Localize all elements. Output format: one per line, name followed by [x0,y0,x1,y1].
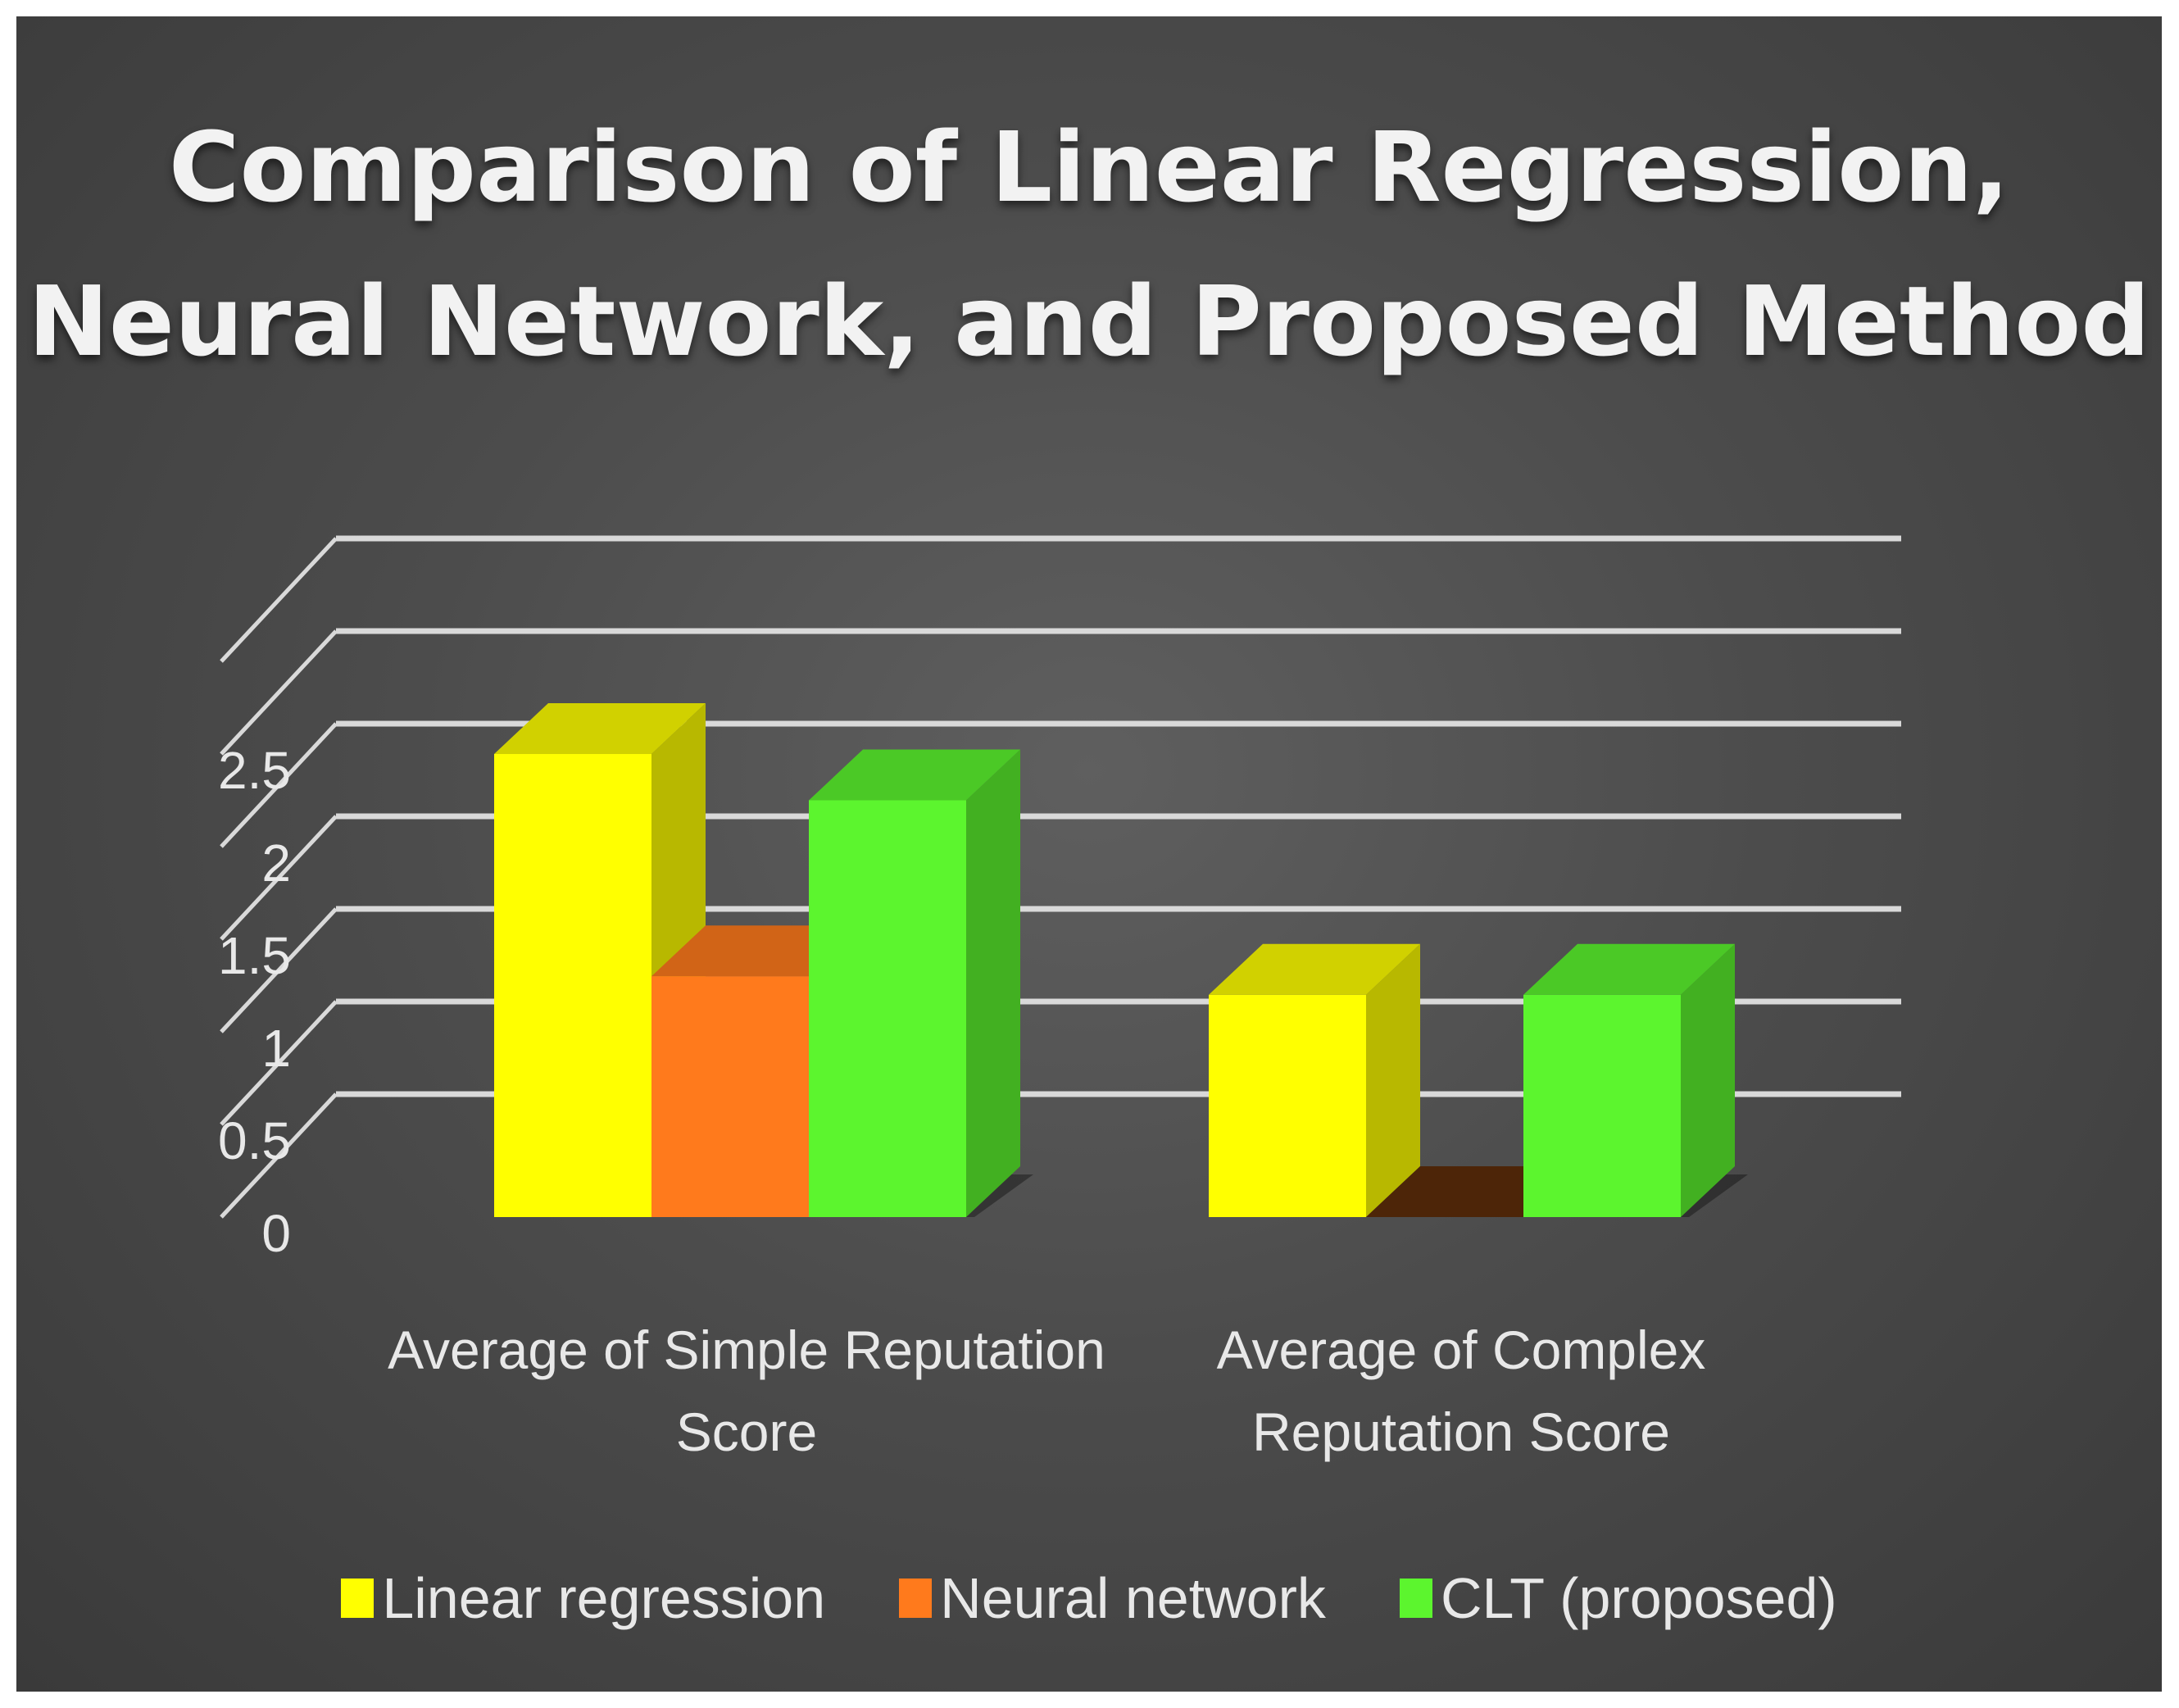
gridline-depth [220,1000,338,1126]
legend-swatch [1399,1579,1432,1618]
legend-item: CLT (proposed) [1399,1565,1837,1631]
gridline-depth [220,722,338,848]
gridline-depth [220,1092,338,1219]
legend-swatch [899,1579,933,1618]
bar-front [651,976,809,1217]
bar-top [809,749,1020,801]
bar-top [1209,943,1420,995]
gridline-depth [220,815,338,941]
y-tick-label: 2 [261,834,291,893]
y-tick-label: 1 [261,1019,291,1078]
legend: Linear regression Neural network CLT (prop… [16,1565,2162,1631]
gridline-depth [220,907,338,1033]
category-labels: Average of Simple Reputation Score Average… [388,1320,1705,1462]
bar-front [494,754,651,1217]
y-tick-label: 2.5 [218,741,291,800]
legend-label: Linear regression [382,1566,826,1630]
gridline-depth [220,629,338,756]
bar-side [966,749,1020,1217]
category-label: Reputation Score [1252,1401,1670,1462]
chart-frame: Comparison of Linear Regression, Neural … [16,16,2162,1692]
y-tick-label: 0 [261,1204,291,1263]
y-tick-label: 0.5 [218,1111,291,1170]
bar-side [1366,943,1420,1217]
legend-label: Neural network [940,1566,1326,1630]
y-tick-label: 1.5 [218,926,291,985]
legend-swatch [341,1579,375,1618]
category-label: Average of Simple Reputation [388,1320,1105,1380]
legend-label: CLT (proposed) [1440,1566,1837,1630]
legend-item: Neural network [899,1565,1326,1631]
chart-title: Comparison of Linear Regression, Neural … [28,111,2150,378]
bar-front [1523,994,1681,1217]
category-label: Score [676,1401,817,1462]
gridline-depth [220,537,338,663]
bar [1209,943,1433,1217]
bar-top [494,703,706,754]
bar-top [1523,943,1735,995]
bar-side [1681,943,1735,1217]
plot-area: 0 0.5 1 1.5 2 2.5 Average of Simple Reputatio… [218,535,1901,1462]
bars [494,703,1748,1217]
legend-item: Linear regression [341,1565,825,1631]
bar [1523,943,1748,1217]
category-label: Average of Complex [1217,1320,1706,1380]
bar-front [1209,994,1366,1217]
y-axis-ticks: 0 0.5 1 1.5 2 2.5 [218,741,291,1263]
bar-front [809,800,966,1217]
bar [809,749,1033,1217]
